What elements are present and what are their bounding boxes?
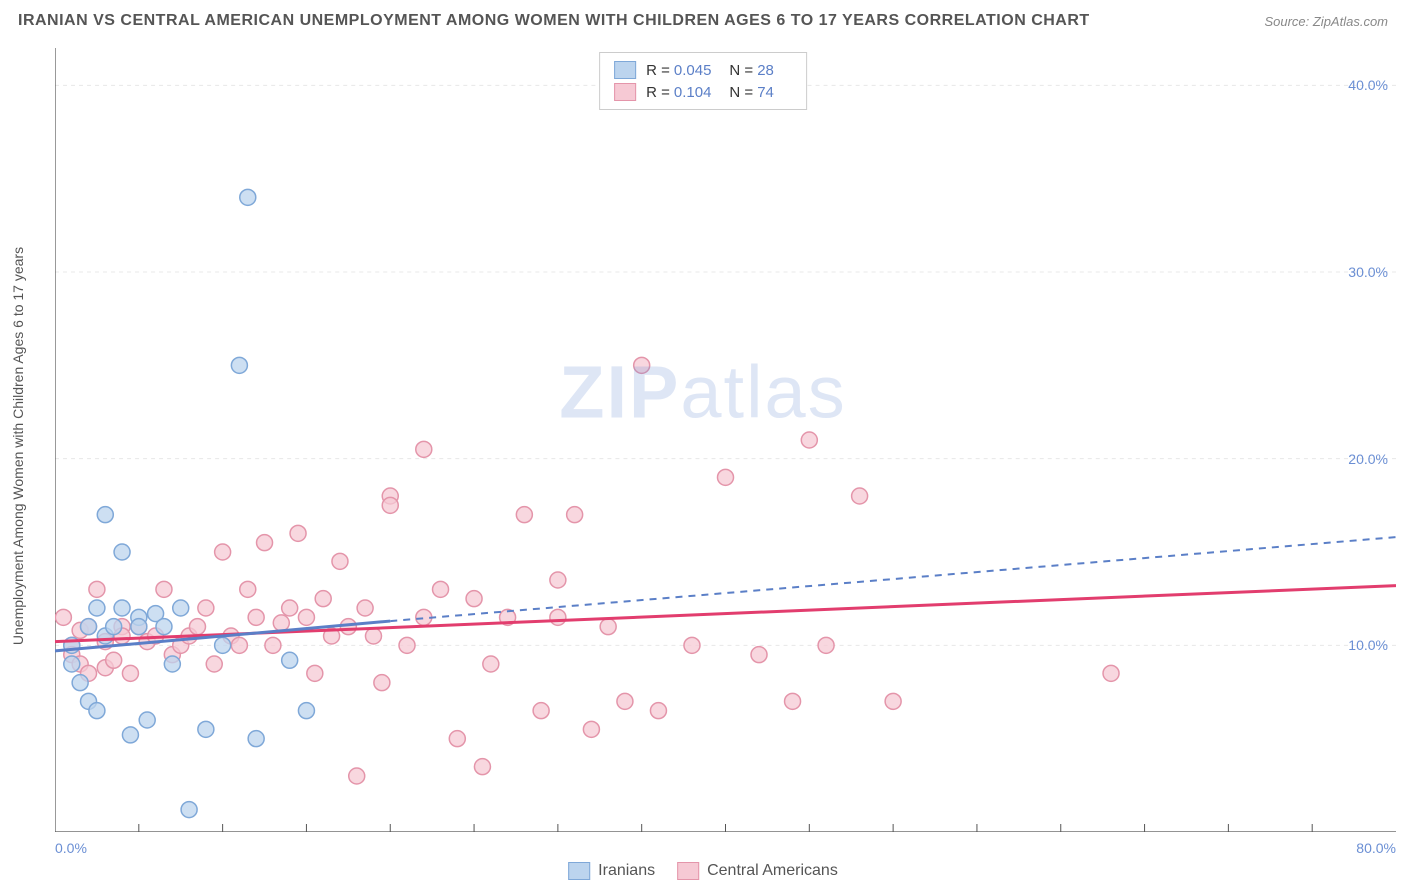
legend-row-iranians: R =0.045N =28 [614,59,792,81]
r-label-central: R =0.104N =74 [646,84,792,101]
y-tick-label: 30.0% [1348,264,1388,280]
plot-area [55,48,1396,832]
swatch-central-icon [677,862,699,880]
legend-label-central: Central Americans [707,862,838,880]
title-bar: IRANIAN VS CENTRAL AMERICAN UNEMPLOYMENT… [18,12,1388,30]
legend-item-iranians: Iranians [568,862,655,880]
source-label: Source: ZipAtlas.com [1264,14,1388,29]
scatter-plot-svg [55,48,1396,832]
legend-stats-box: R =0.045N =28 R =0.104N =74 [599,52,807,110]
legend-item-central: Central Americans [677,862,838,880]
swatch-iranians-icon [568,862,590,880]
chart-title: IRANIAN VS CENTRAL AMERICAN UNEMPLOYMENT… [18,12,1090,30]
x-tick-label: 0.0% [55,840,87,856]
y-tick-label: 20.0% [1348,451,1388,467]
y-tick-label: 40.0% [1348,77,1388,93]
swatch-central [614,83,636,101]
chart-container: IRANIAN VS CENTRAL AMERICAN UNEMPLOYMENT… [0,0,1406,892]
y-tick-label: 10.0% [1348,637,1388,653]
y-axis-label: Unemployment Among Women with Children A… [10,247,26,645]
r-label-iranians: R =0.045N =28 [646,62,792,79]
x-tick-label: 80.0% [1356,840,1396,856]
legend-row-central: R =0.104N =74 [614,81,792,103]
legend-label-iranians: Iranians [598,862,655,880]
swatch-iranians [614,61,636,79]
bottom-legend: Iranians Central Americans [568,862,838,880]
